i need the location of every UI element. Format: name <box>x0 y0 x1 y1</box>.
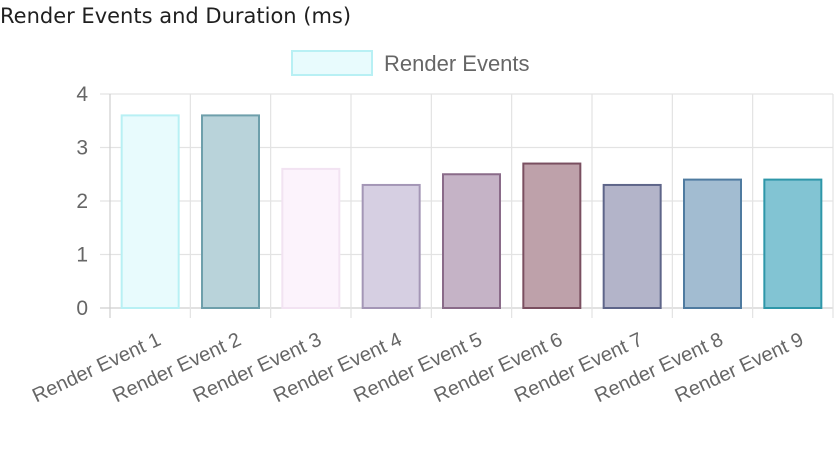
legend[interactable]: Render Events <box>291 50 530 76</box>
legend-label: Render Events <box>384 51 530 76</box>
bar-6[interactable] <box>522 162 582 309</box>
chart-title: Render Events and Duration (ms) <box>0 4 352 28</box>
bar-5[interactable] <box>442 173 501 309</box>
bars <box>120 114 823 310</box>
y-tick-label: 1 <box>76 244 88 267</box>
y-tick-label: 2 <box>76 190 88 213</box>
bar-3[interactable] <box>281 167 341 309</box>
bar-1[interactable] <box>120 114 180 310</box>
x-tick-label: Render Event 1 <box>29 329 164 408</box>
bar-4[interactable] <box>361 183 421 309</box>
y-axis-ticks: 0 1 2 3 4 <box>76 83 88 320</box>
bar-2[interactable] <box>201 114 260 310</box>
y-tick-label: 0 <box>76 297 88 320</box>
legend-swatch <box>291 50 373 76</box>
y-tick-label: 4 <box>76 83 88 106</box>
y-tick-label: 3 <box>76 137 88 160</box>
bar-8[interactable] <box>683 178 742 309</box>
bar-9[interactable] <box>763 178 823 309</box>
bar-7[interactable] <box>602 183 662 309</box>
